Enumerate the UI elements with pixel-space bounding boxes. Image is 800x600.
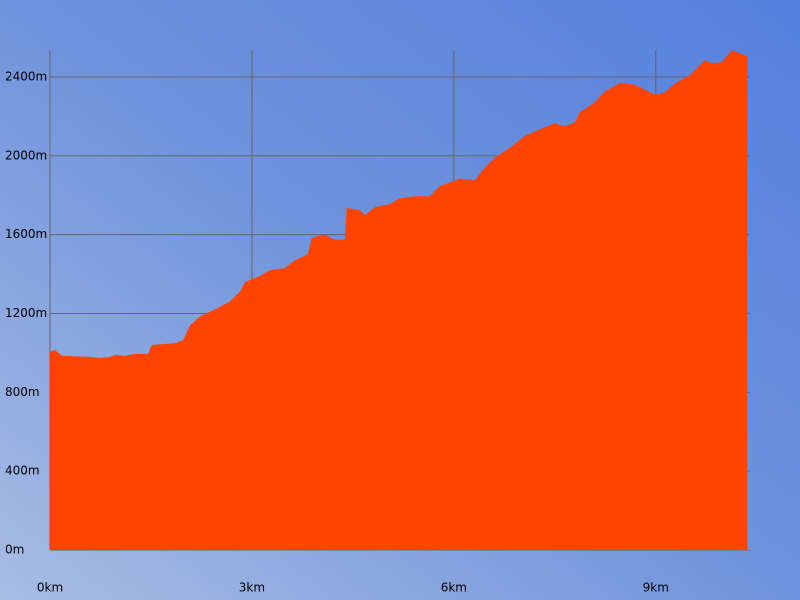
x-tick-label: 3km — [239, 581, 265, 595]
y-tick-label: 2400m — [5, 70, 47, 84]
plot — [50, 50, 748, 550]
y-tick-label: 1600m — [5, 227, 47, 241]
y-tick-label: 1200m — [5, 306, 47, 320]
y-tick-label: 800m — [5, 385, 40, 399]
y-tick-label: 2000m — [5, 148, 47, 162]
labels: 0m 400m 800m 1200m 1600m 2000m 2400m 0km 3km 6km 9… — [5, 70, 669, 595]
x-tick-label: 9km — [643, 581, 669, 595]
y-tick-label: 400m — [5, 464, 40, 478]
x-tick-label: 6km — [441, 581, 467, 595]
area — [50, 50, 748, 550]
y-tick-label: 0m — [5, 543, 24, 557]
x-tick-label: 0km — [37, 581, 63, 595]
